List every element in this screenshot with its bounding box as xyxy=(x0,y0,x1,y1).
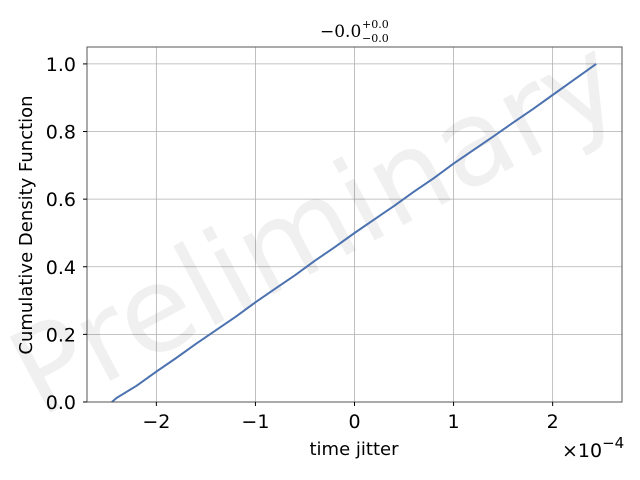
series-line xyxy=(111,63,597,403)
x-axis-ticks: −2 −1 0 1 2 xyxy=(142,402,559,433)
y-tick-label: 0.8 xyxy=(46,122,76,144)
y-tick-label: 0.0 xyxy=(46,392,76,414)
y-tick-label: 0.2 xyxy=(46,324,76,346)
x-tick-label: −1 xyxy=(241,411,269,433)
y-axis-ticks: 0.0 0.2 0.4 0.6 0.8 1.0 xyxy=(46,54,87,414)
y-tick-label: 0.6 xyxy=(46,189,76,211)
x-tick-label: 1 xyxy=(448,411,460,433)
x-tick-label: −2 xyxy=(142,411,170,433)
x-tick-label: 0 xyxy=(348,411,360,433)
y-tick-label: 1.0 xyxy=(46,54,76,76)
x-axis-label: time jitter xyxy=(310,439,400,460)
title-main: −0.0 xyxy=(320,22,361,42)
y-tick-label: 0.4 xyxy=(46,257,76,279)
chart-title: −0.0 +0.0 −0.0 xyxy=(320,18,389,45)
title-subscript: −0.0 xyxy=(362,32,389,45)
x-offset-exponent: −4 xyxy=(602,434,624,452)
watermark-text: Preliminary xyxy=(0,8,640,443)
svg-text:×10−4: ×10−4 xyxy=(562,434,624,462)
x-offset-label: ×10−4 xyxy=(562,434,624,462)
x-offset-base: ×10 xyxy=(562,440,602,462)
y-axis-label: Cumulative Density Function xyxy=(16,95,37,354)
title-superscript: +0.0 xyxy=(362,18,389,31)
x-tick-label: 2 xyxy=(547,411,559,433)
